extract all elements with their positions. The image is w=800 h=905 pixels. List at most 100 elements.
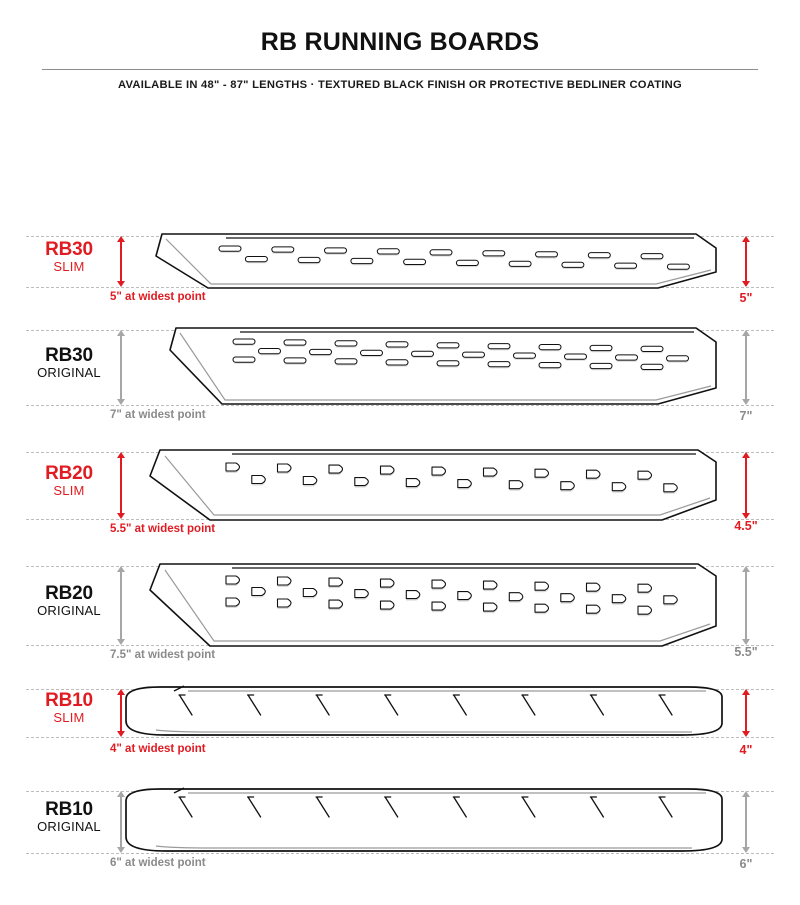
arrow-shaft [120,335,122,400]
arrowhead-up [117,330,125,336]
model-name: RB20 [45,582,93,604]
arrow-shaft [745,241,747,282]
model-name: RB10 [45,799,93,820]
arrowhead-up [117,791,125,797]
model-label: RB20 SLIM [26,462,112,500]
model-variant: ORIGINAL [37,364,101,380]
model-name: RB10 [45,690,93,711]
arrowhead-up [117,689,125,695]
title-divider [42,69,758,70]
guide-line-top [26,452,774,453]
widest-point-caption: 4" at widest point [110,743,206,755]
board-illustration-rb30-slim [155,233,717,289]
height-value: 6" [739,857,753,871]
board-illustration-rb20-original [149,563,717,647]
model-variant: SLIM [53,482,85,498]
widest-point-caption: 7.5" at widest point [110,649,216,661]
guide-line-top [26,689,774,690]
model-label: RB10 ORIGINAL [26,800,112,836]
arrow-shaft [745,457,747,514]
model-variant: ORIGINAL [37,602,101,618]
arrowhead-up [742,452,750,458]
arrowhead-up [117,566,125,572]
height-value: 4.5" [734,519,758,533]
arrowhead-down [742,513,750,519]
product-row: RB10 ORIGINAL 6" at widest point 6" [0,105,800,905]
dimension-arrow-right [742,791,750,853]
page-subtitle: AVAILABLE IN 48" - 87" LENGTHS · TEXTURE… [118,79,682,91]
arrowhead-down [742,731,750,737]
arrow-shaft [120,796,122,848]
dimension-arrow-left [117,452,125,519]
height-value: 5" [739,291,753,305]
arrow-shaft [120,571,122,640]
guide-line-top [26,330,774,331]
guide-line-bottom [26,737,774,738]
model-name: RB30 [45,238,93,260]
board-illustration-rb10-original [125,787,723,852]
board-illustration-rb20-slim [149,449,717,521]
product-row: RB30 SLIM 5" at widest point 5" [0,105,800,905]
board-illustration-rb30-original [169,327,717,405]
guide-line-bottom [26,645,774,646]
arrowhead-down [742,847,750,853]
board-artwork [142,560,728,655]
arrow-shaft [120,241,122,282]
guide-line-top [26,236,774,237]
guide-line-top [26,566,774,567]
board-artwork [120,784,728,861]
dimension-arrow-left [117,236,125,287]
arrow-shaft [745,571,747,640]
product-row: RB30 ORIGINAL 7" at widest point 7" [0,105,800,905]
arrowhead-down [117,847,125,853]
model-name: RB20 [45,462,93,484]
widest-point-caption: 6" at widest point [110,857,206,869]
header: RB RUNNING BOARDS AVAILABLE IN 48" - 87"… [0,0,800,91]
arrowhead-up [742,566,750,572]
arrowhead-down [117,281,125,287]
dimension-arrow-right [742,689,750,737]
arrowhead-up [117,452,125,458]
height-value: 5.5" [734,645,758,659]
model-variant: ORIGINAL [37,819,101,835]
guide-line-bottom [26,853,774,854]
dimension-arrow-right [742,236,750,287]
dimension-arrow-right [742,452,750,519]
arrow-shaft [745,796,747,848]
dimension-arrow-left [117,566,125,645]
model-label: RB20 ORIGINAL [26,582,112,620]
board-illustration-rb10-slim [125,685,723,736]
arrow-shaft [120,457,122,514]
arrowhead-down [117,513,125,519]
model-label: RB10 SLIM [26,691,112,727]
arrow-shaft [745,694,747,732]
arrowhead-down [742,399,750,405]
product-row: RB10 SLIM 4" at widest point 4" [0,105,800,905]
height-value: 4" [739,743,753,757]
arrow-shaft [120,694,122,732]
board-artwork [148,230,728,297]
arrowhead-down [117,399,125,405]
height-value: 7" [739,409,753,423]
guide-line-top [26,791,774,792]
guide-line-bottom [26,287,774,288]
arrowhead-up [742,330,750,336]
board-artwork [142,446,728,529]
product-row: RB20 ORIGINAL 7.5" at widest point 5.5" [0,105,800,905]
arrow-shaft [745,335,747,400]
model-label: RB30 SLIM [26,238,112,276]
model-name: RB30 [45,344,93,366]
arrowhead-down [742,639,750,645]
arrowhead-up [742,791,750,797]
arrowhead-down [117,639,125,645]
board-artwork [162,324,728,413]
dimension-arrow-left [117,791,125,853]
board-artwork [120,682,728,745]
product-row: RB20 SLIM 5.5" at widest point 4.5" [0,105,800,905]
arrowhead-up [117,236,125,242]
guide-line-bottom [26,519,774,520]
arrowhead-up [742,236,750,242]
arrowhead-down [742,281,750,287]
model-variant: SLIM [53,710,85,726]
model-label: RB30 ORIGINAL [26,344,112,382]
